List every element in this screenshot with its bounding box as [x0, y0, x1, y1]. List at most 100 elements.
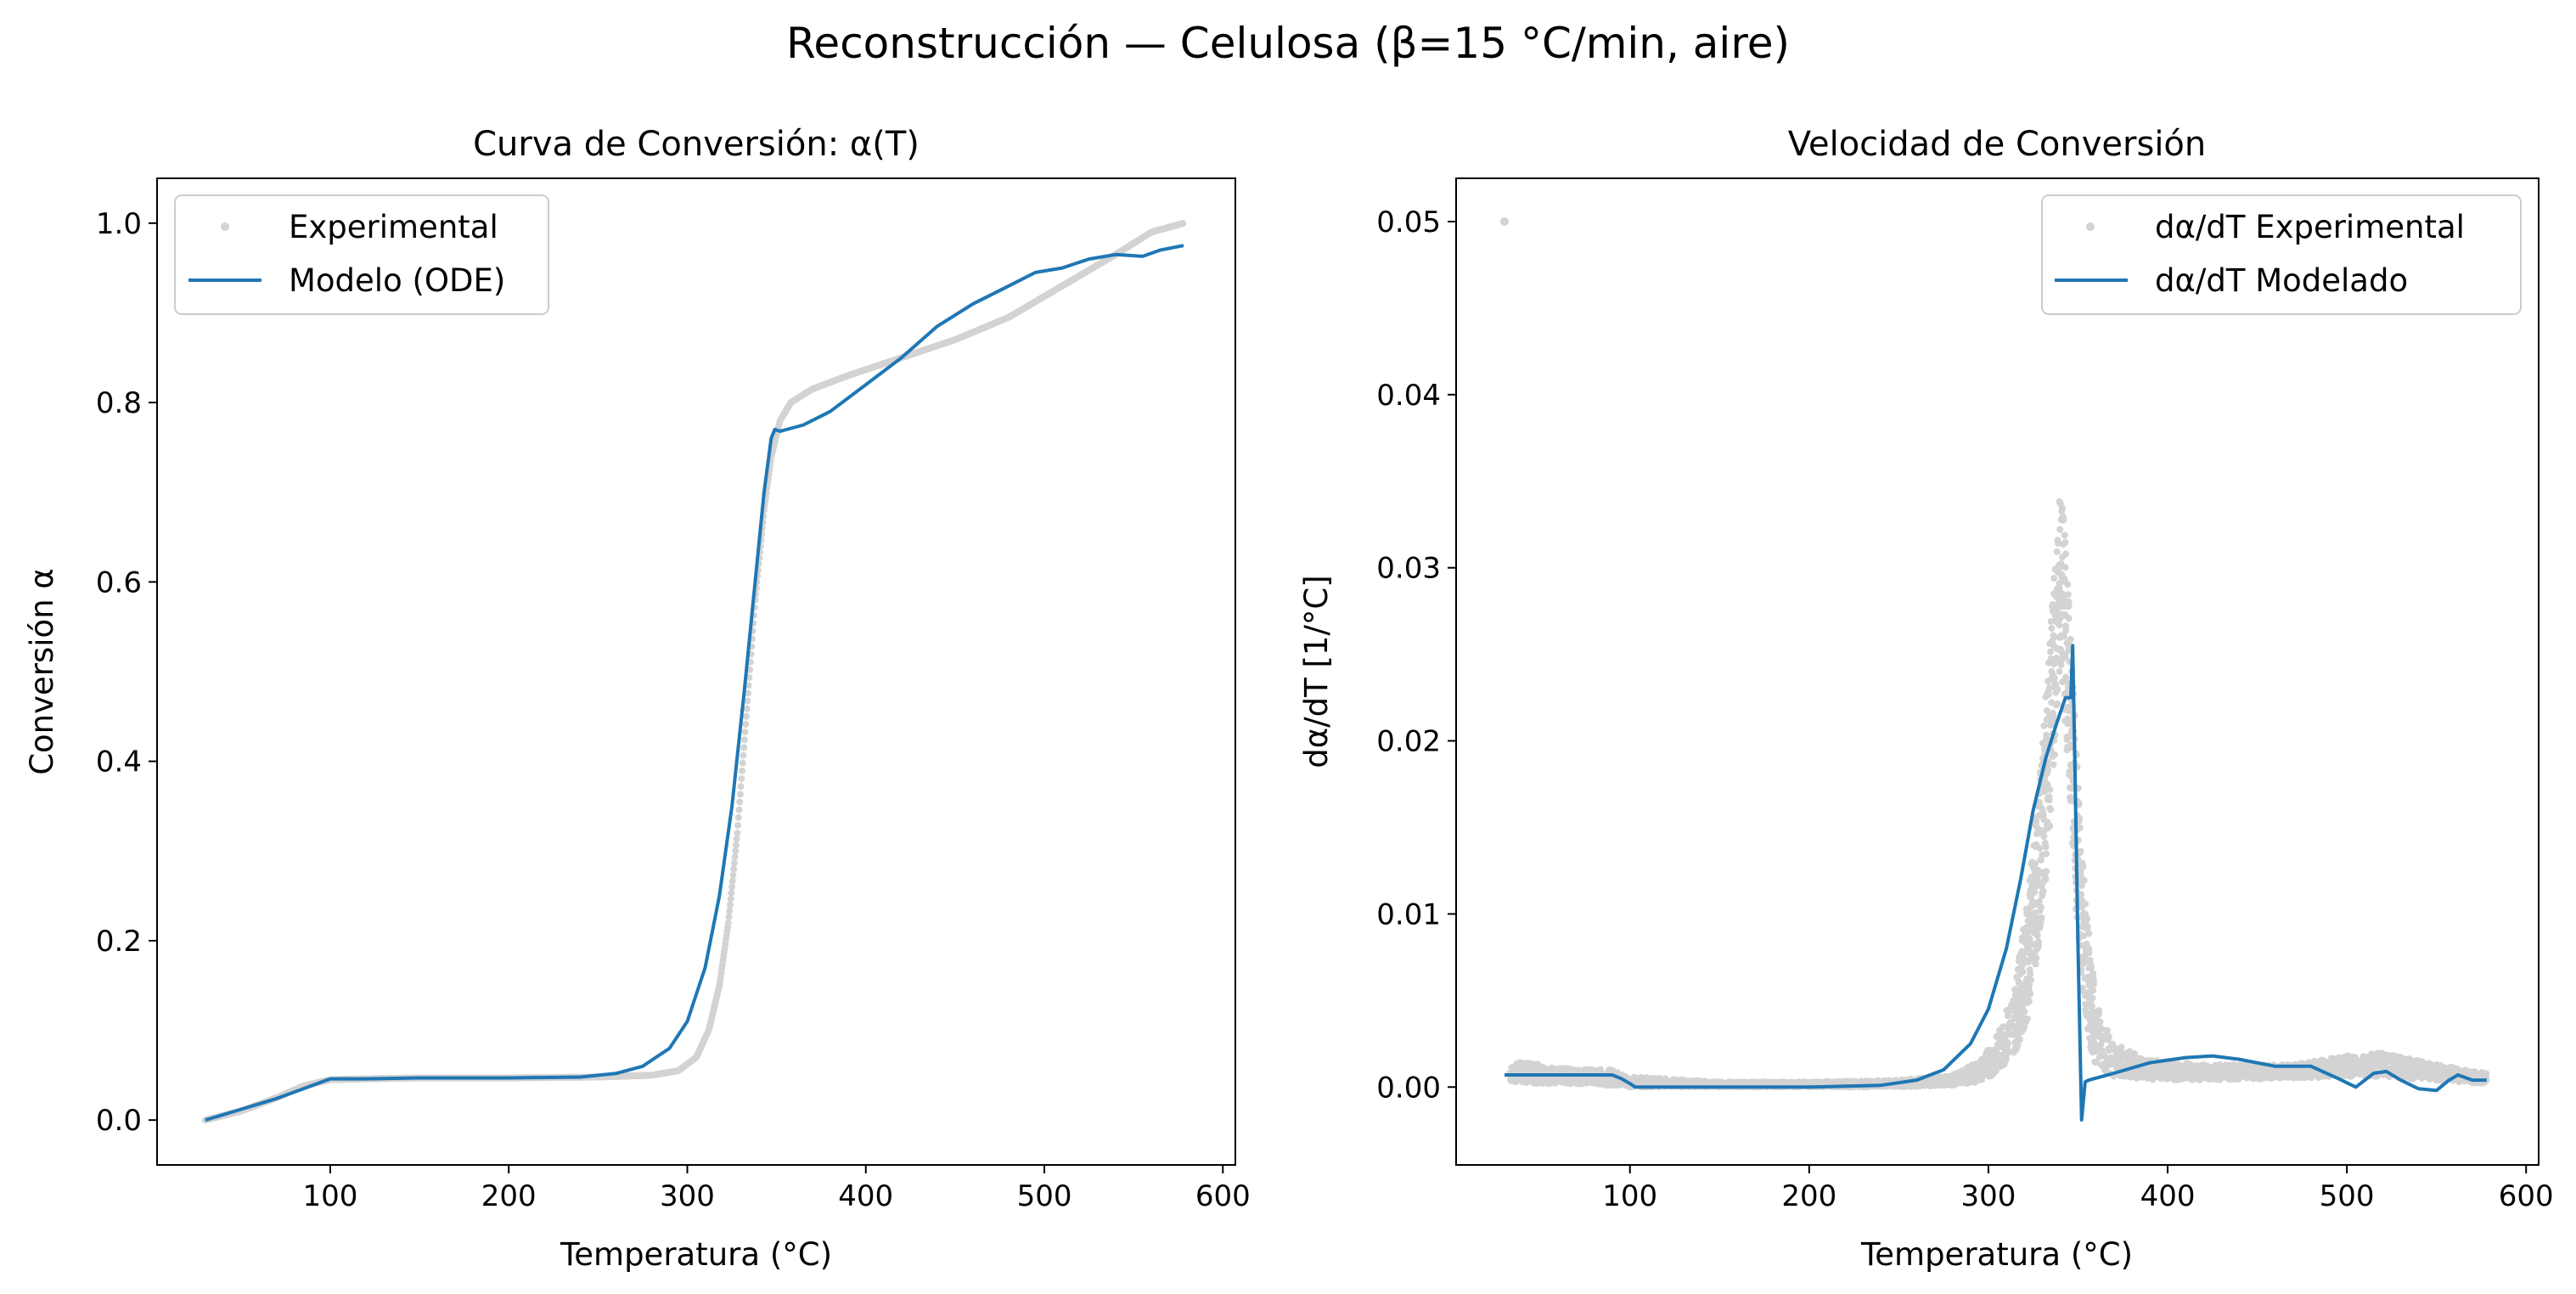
left-experimental-point — [736, 790, 744, 798]
left-experimental-point — [731, 853, 739, 861]
right-experimental-point — [2045, 796, 2053, 804]
left-chart-panel: Curva de Conversión: α(T) 100 200 300 400 50… — [24, 125, 1251, 1273]
left-experimental-point — [728, 889, 735, 897]
right-experimental-point — [2057, 661, 2065, 668]
left-x-axis-label: Temperatura (°C) — [560, 1236, 832, 1273]
right-experimental-point — [2050, 712, 2057, 719]
right-experimental-point — [2085, 930, 2093, 937]
right-experimental-point — [2046, 822, 2054, 830]
left-experimental-point — [739, 759, 746, 767]
left-x-tick-label: 200 — [481, 1179, 537, 1213]
right-experimental-point — [2050, 761, 2057, 768]
right-experimental-point — [2053, 548, 2061, 555]
right-experimental-point — [2056, 526, 2064, 533]
left-experimental-point — [740, 744, 748, 751]
left-x-tick-label: 400 — [838, 1179, 893, 1213]
right-experimental-point — [2042, 875, 2050, 883]
right-experimental-point — [2089, 976, 2097, 984]
right-experimental-point — [2032, 960, 2039, 968]
right-experimental-point — [2060, 516, 2067, 524]
left-experimental-point — [734, 813, 742, 821]
right-experimental-point — [2064, 581, 2072, 588]
right-experimental-point — [2106, 1033, 2112, 1041]
right-experimental-point — [2035, 942, 2043, 949]
left-legend-experimental-label: Experimental — [289, 209, 498, 245]
right-experimental-point — [2043, 850, 2050, 858]
right-experimental-point — [2040, 833, 2048, 840]
right-experimental-point — [2027, 990, 2034, 998]
right-experimental-point — [2047, 648, 2054, 655]
right-experimental-point — [2016, 1036, 2023, 1044]
left-x-tick-label: 600 — [1195, 1179, 1251, 1213]
right-experimental-point — [2062, 622, 2070, 630]
left-experimental-point — [727, 895, 734, 903]
right-experimental-point — [2050, 575, 2058, 582]
left-y-axis: 0.00.20.40.60.81.0 — [96, 207, 157, 1138]
right-experimental-point — [2118, 1044, 2125, 1051]
right-experimental-point — [2054, 686, 2061, 694]
left-experimental-point — [737, 783, 745, 790]
right-experimental-point — [2050, 751, 2058, 758]
right-experimental-point — [2004, 1039, 2011, 1047]
left-plot-area — [201, 220, 1187, 1124]
left-experimental-point — [728, 883, 736, 891]
right-experimental-point — [2059, 504, 2066, 512]
left-experimental-point — [736, 798, 744, 806]
left-legend-model-label: Modelo (ODE) — [289, 262, 505, 299]
right-experimental-point — [2036, 845, 2044, 852]
left-y-tick-label: 0.2 — [96, 925, 142, 959]
left-y-tick-label: 0.0 — [96, 1104, 142, 1138]
left-experimental-point — [744, 697, 751, 705]
right-experimental-point — [2037, 903, 2044, 911]
left-experimental-point — [740, 751, 747, 759]
left-experimental-point — [742, 712, 750, 720]
left-x-tick-label: 500 — [1017, 1179, 1072, 1213]
right-experimental-point — [2065, 615, 2073, 622]
right-experimental-point — [2056, 667, 2063, 675]
right-experimental-point — [2061, 633, 2067, 640]
left-chart-title: Curva de Conversión: α(T) — [473, 125, 920, 164]
right-experimental-point — [2019, 968, 2027, 976]
left-experimental-point — [732, 847, 740, 855]
right-experimental-point — [2033, 931, 2041, 939]
right-experimental-point — [2042, 843, 2050, 851]
right-plot-area — [1499, 217, 2490, 1122]
right-experimental-point — [2033, 954, 2040, 962]
left-axes-frame — [156, 177, 1236, 1166]
left-experimental-point — [740, 736, 748, 744]
left-experimental-point — [728, 877, 736, 885]
left-experimental-point — [733, 835, 740, 843]
right-experimental-point — [2056, 622, 2063, 629]
left-experimental-point — [735, 806, 743, 813]
left-experimental-point — [1179, 220, 1187, 227]
right-experimental-point — [2021, 1008, 2028, 1016]
left-legend: Experimental Modelo (ODE) — [174, 194, 549, 315]
right-experimental-point — [2084, 915, 2091, 923]
right-experimental-point — [2082, 900, 2089, 908]
left-experimental-point — [729, 871, 737, 879]
right-experimental-point — [2028, 976, 2034, 984]
right-experimental-point — [2065, 603, 2073, 610]
right-experimental-point — [2089, 987, 2097, 994]
right-experimental-point — [2062, 550, 2070, 558]
left-experimental-point — [726, 907, 734, 914]
right-experimental-point — [2085, 949, 2093, 957]
right-experimental-point — [2023, 1016, 2031, 1022]
left-experimental-point — [745, 682, 752, 689]
left-experimental-point — [738, 775, 745, 783]
left-y-axis-label: Conversión α — [24, 568, 60, 775]
left-experimental-point — [727, 901, 734, 909]
right-experimental-point — [2050, 674, 2058, 682]
left-y-tick-label: 0.8 — [96, 386, 142, 420]
right-experimental-point — [2079, 862, 2087, 869]
right-experimental-point — [2103, 1027, 2111, 1034]
right-experimental-point — [2088, 963, 2095, 970]
right-experimental-point — [2025, 997, 2033, 1004]
left-experimental-point — [730, 859, 738, 867]
left-x-tick-label: 300 — [660, 1179, 715, 1213]
left-y-tick-label: 1.0 — [96, 207, 142, 241]
left-y-tick-label: 0.6 — [96, 565, 142, 599]
right-experimental-point — [2044, 766, 2052, 774]
